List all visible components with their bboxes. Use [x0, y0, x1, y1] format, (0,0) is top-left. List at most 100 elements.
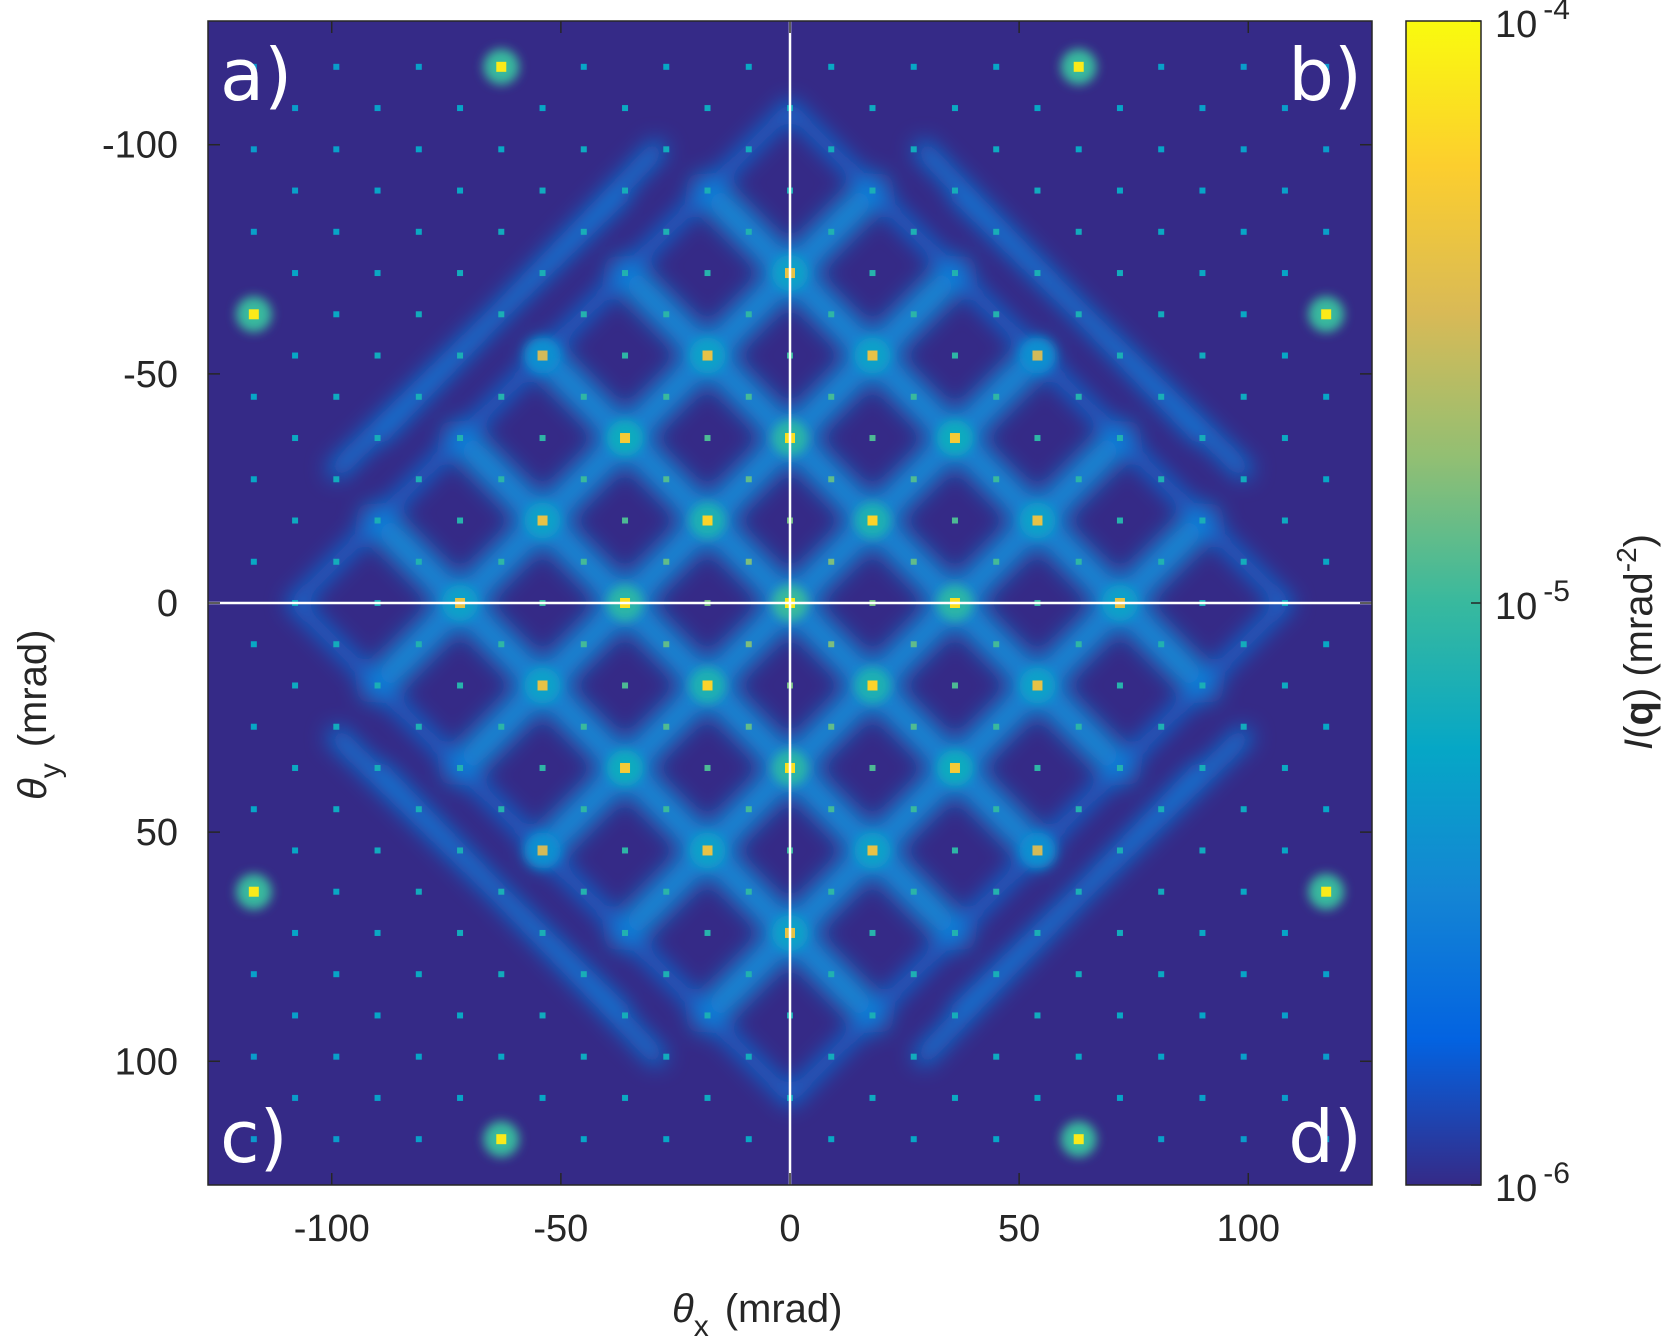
lattice-spot: [374, 764, 381, 771]
lattice-spot: [1323, 146, 1330, 153]
lattice-spot: [498, 723, 505, 730]
x-axis-subscript: x: [694, 1310, 709, 1343]
colorbar-tick-label: 10 -6: [1495, 1157, 1570, 1210]
lattice-spot: [539, 1012, 546, 1019]
bright-spot: [1060, 1121, 1097, 1158]
lattice-spot: [1116, 352, 1123, 359]
bright-spot-core: [702, 845, 713, 856]
lattice-spot: [663, 806, 670, 813]
lattice-spot: [292, 105, 299, 112]
lattice-spot: [374, 352, 381, 359]
lattice-spot: [745, 641, 752, 648]
lattice-spot: [704, 1012, 711, 1019]
lattice-spot: [292, 929, 299, 936]
lattice-spot: [951, 1094, 958, 1101]
bright-spot: [524, 337, 561, 374]
x-axis: -100 -50 0 50 100: [294, 21, 1280, 1250]
lattice-spot: [457, 764, 464, 771]
lattice-spot: [745, 1053, 752, 1060]
lattice-spot: [1075, 806, 1082, 813]
lattice-spot: [292, 682, 299, 689]
bright-spot: [1019, 667, 1056, 704]
lattice-spot: [250, 63, 257, 70]
lattice-spot: [869, 1094, 876, 1101]
bright-spot: [936, 420, 973, 457]
x-tick-label: 0: [779, 1208, 800, 1250]
lattice-spot: [745, 228, 752, 235]
bright-spot: [1308, 296, 1345, 333]
lattice-spot: [828, 723, 835, 730]
lattice-spot: [1116, 764, 1123, 771]
panel-label-d: d): [1288, 1095, 1362, 1179]
lattice-spot: [498, 971, 505, 978]
lattice-spot: [869, 764, 876, 771]
colorbar-ticks: 10-4 10-5 10-6: [1471, 0, 1570, 1210]
lattice-spot: [1199, 270, 1206, 277]
y-tick-label: 0: [157, 583, 178, 625]
colorbar-label-open: (: [1617, 725, 1661, 739]
lattice-spot: [1158, 806, 1165, 813]
lattice-spot: [869, 1012, 876, 1019]
lattice-spot: [333, 311, 340, 318]
lattice-spot: [374, 105, 381, 112]
lattice-spot: [745, 888, 752, 895]
lattice-spot: [1199, 517, 1206, 524]
lattice-spot: [993, 228, 1000, 235]
lattice-spot: [1199, 187, 1206, 194]
bright-spot: [854, 667, 891, 704]
bright-spot-core: [867, 680, 878, 691]
lattice-spot: [1323, 558, 1330, 565]
lattice-spot: [828, 146, 835, 153]
lattice-spot: [993, 971, 1000, 978]
lattice-spot: [910, 641, 917, 648]
lattice-spot: [869, 435, 876, 442]
lattice-spot: [539, 105, 546, 112]
lattice-spots: [250, 63, 1330, 1143]
lattice-spot: [951, 352, 958, 359]
lattice-spot: [457, 517, 464, 524]
lattice-spot: [910, 146, 917, 153]
lattice-spot: [498, 476, 505, 483]
lattice-spot: [250, 228, 257, 235]
lattice-spot: [1075, 393, 1082, 400]
lattice-spot: [1116, 929, 1123, 936]
x-axis-symbol: θ: [672, 1287, 694, 1331]
bright-spot-core: [702, 350, 713, 361]
lattice-spot: [498, 641, 505, 648]
lattice-spot: [663, 641, 670, 648]
lattice-spot: [704, 1094, 711, 1101]
lattice-spot: [498, 888, 505, 895]
lattice-spot: [1158, 146, 1165, 153]
lattice-spot: [1323, 393, 1330, 400]
lattice-spot: [1240, 228, 1247, 235]
lattice-spot: [1116, 1012, 1123, 1019]
bright-spot-core: [867, 845, 878, 856]
lattice-spot: [1240, 806, 1247, 813]
bright-spot-core: [496, 1134, 507, 1145]
bright-spot-core: [248, 309, 259, 320]
lattice-spot: [250, 1136, 257, 1143]
lattice-spot: [580, 888, 587, 895]
lattice-spot: [1281, 1094, 1288, 1101]
lattice-spot: [1240, 476, 1247, 483]
bright-spot: [1019, 832, 1056, 869]
lattice-spot: [745, 1136, 752, 1143]
lattice-spot: [663, 146, 670, 153]
lattice-spot: [1075, 558, 1082, 565]
lattice-spot: [704, 929, 711, 936]
bright-spot: [235, 873, 272, 910]
lattice-spot: [374, 1012, 381, 1019]
y-axis-label-group: θy (mrad): [11, 630, 67, 800]
lattice-spot: [910, 558, 917, 565]
lattice-spot: [457, 435, 464, 442]
lattice-spot: [250, 806, 257, 813]
lattice-spot: [1158, 228, 1165, 235]
lattice-spot: [292, 435, 299, 442]
lattice-spot: [415, 476, 422, 483]
lattice-spot: [1116, 105, 1123, 112]
lattice-spot: [910, 1136, 917, 1143]
bright-spot-core: [867, 350, 878, 361]
lattice-spot: [1158, 641, 1165, 648]
lattice-spot: [539, 270, 546, 277]
